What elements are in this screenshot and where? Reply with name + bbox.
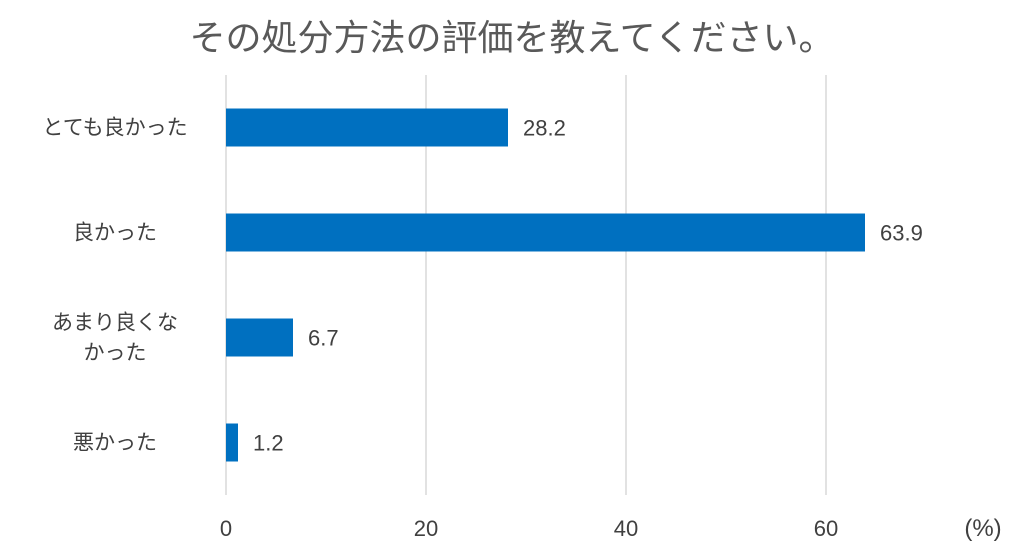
bars xyxy=(226,108,865,462)
x-tick-label-40: 40 xyxy=(614,516,638,541)
bar-4 xyxy=(226,423,238,462)
category-label-4: 悪かった xyxy=(73,431,157,455)
x-axis-ticks: 0 20 40 60 xyxy=(220,516,838,541)
x-tick-label-0: 0 xyxy=(220,516,232,541)
chart-title: その処分方法の評価を教えてください。 xyxy=(189,18,834,59)
category-label-1: とても良かった xyxy=(42,116,187,140)
x-axis-unit-label: (%) xyxy=(964,515,1001,542)
bar-2 xyxy=(226,213,865,252)
data-labels: 28.2 63.9 6.7 1.2 xyxy=(253,116,923,456)
bar-3 xyxy=(226,318,293,357)
data-label-4: 1.2 xyxy=(253,431,284,456)
category-label-3: あまり良くなかった xyxy=(52,311,178,365)
x-tick-label-60: 60 xyxy=(814,516,838,541)
data-label-2: 63.9 xyxy=(880,221,923,246)
data-label-3: 6.7 xyxy=(308,326,339,351)
data-label-1: 28.2 xyxy=(523,116,566,141)
x-tick-label-20: 20 xyxy=(414,516,438,541)
bar-1 xyxy=(226,108,508,147)
category-label-2: 良かった xyxy=(73,221,157,245)
